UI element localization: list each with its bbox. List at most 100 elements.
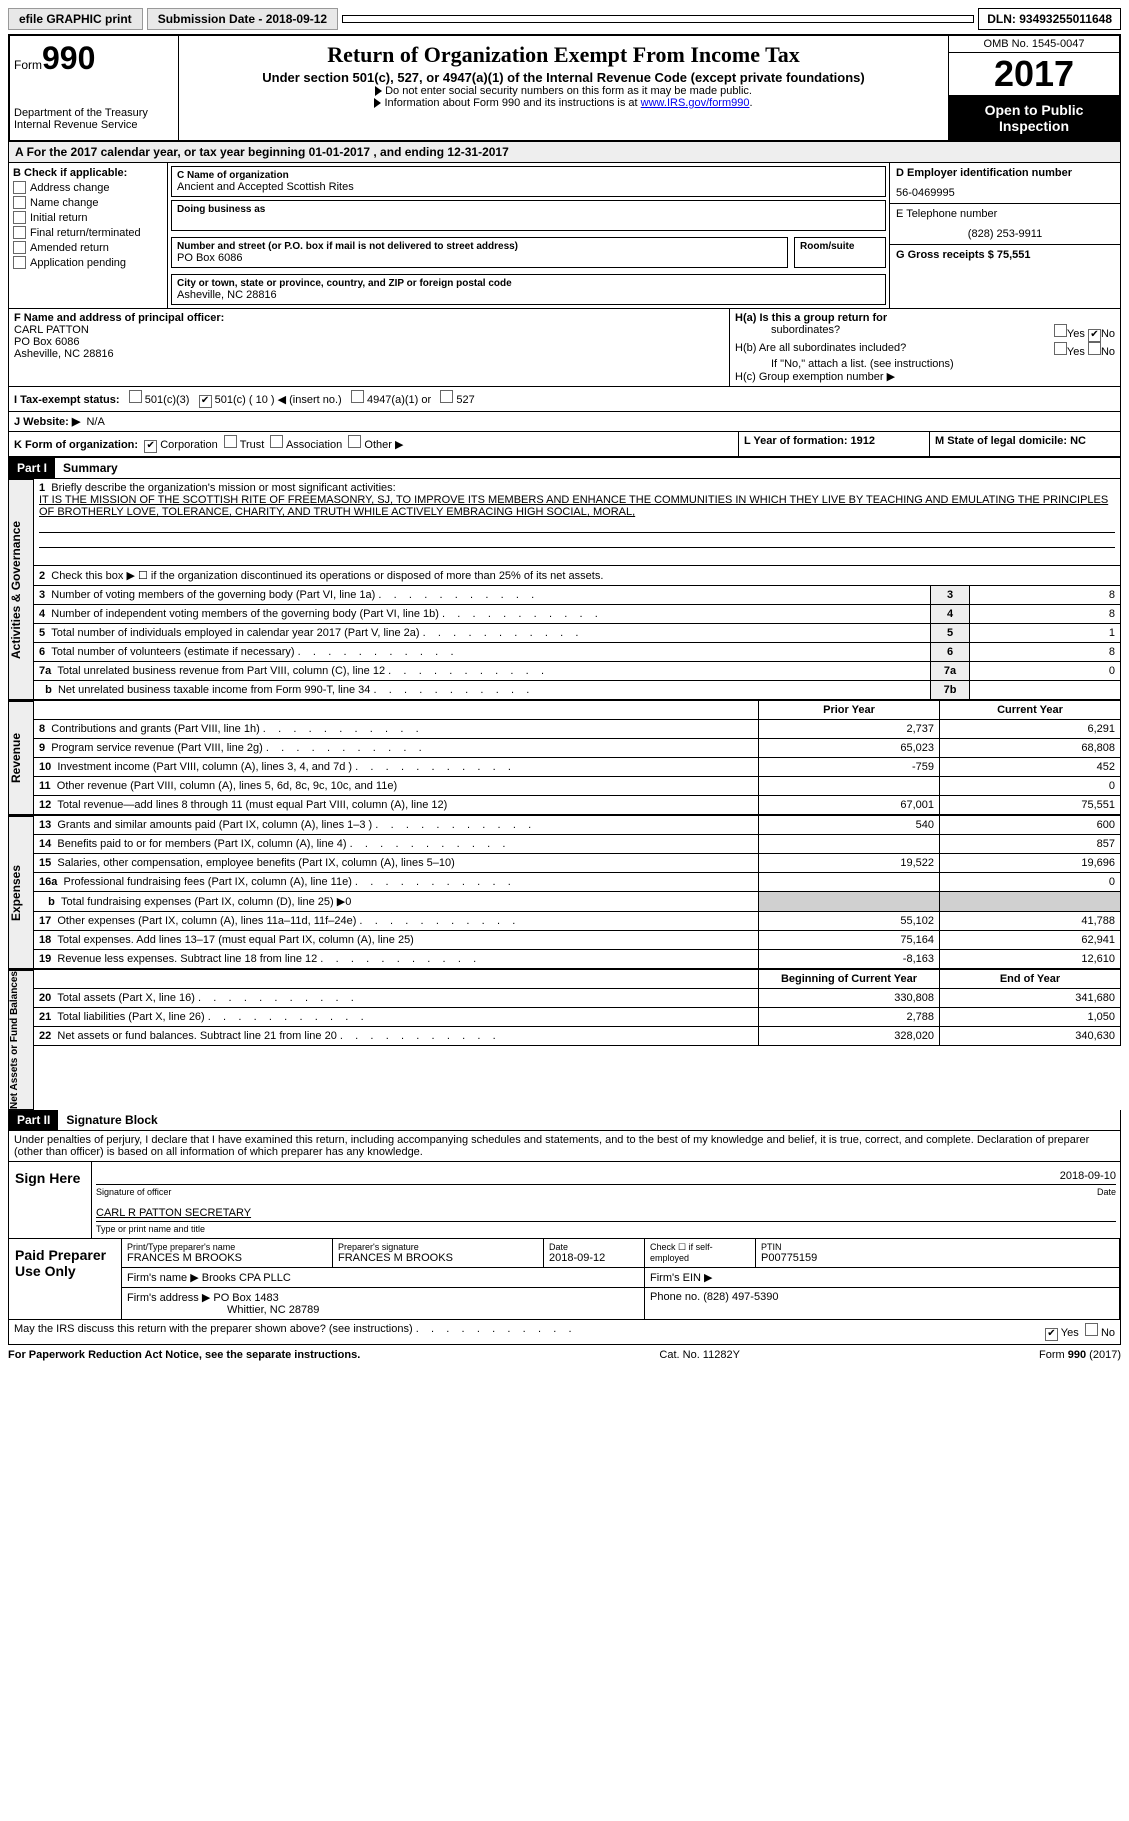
- irs-link[interactable]: www.IRS.gov/form990: [641, 97, 750, 109]
- street-label: Number and street (or P.O. box if mail i…: [177, 241, 782, 252]
- open-inspection: Open to Public Inspection: [949, 96, 1119, 140]
- part1-title: Summary: [55, 458, 126, 478]
- chk-other[interactable]: [348, 435, 361, 448]
- form-center: Return of Organization Exempt From Incom…: [179, 36, 948, 140]
- side-revenue: Revenue: [8, 701, 34, 815]
- chk-final[interactable]: [13, 226, 26, 239]
- sig-officer-label: Signature of officer: [96, 1187, 1097, 1197]
- dln-label: DLN: 93493255011648: [978, 8, 1121, 30]
- line2: Check this box ▶ ☐ if the organization d…: [51, 570, 603, 582]
- row-j-label: J Website: ▶: [14, 416, 80, 428]
- side-expenses: Expenses: [8, 816, 34, 969]
- phone-label: E Telephone number: [896, 208, 1114, 220]
- part2-tag: Part II: [9, 1110, 58, 1130]
- hb-yes[interactable]: [1054, 342, 1067, 355]
- chk-trust[interactable]: [224, 435, 237, 448]
- discuss-label: May the IRS discuss this return with the…: [14, 1323, 572, 1335]
- box-d: D Employer identification number 56-0469…: [890, 163, 1120, 308]
- form-left: Form990 Department of the Treasury Inter…: [10, 36, 179, 140]
- officer-addr1: PO Box 6086: [14, 336, 724, 348]
- ein: 56-0469995: [896, 187, 1114, 199]
- hc-label: H(c) Group exemption number ▶: [735, 370, 1115, 383]
- part2-title: Signature Block: [58, 1110, 165, 1130]
- type-name-label: Type or print name and title: [96, 1224, 1116, 1234]
- chk-amended[interactable]: [13, 241, 26, 254]
- side-netassets: Net Assets or Fund Balances: [8, 970, 34, 1110]
- hb-no[interactable]: [1088, 342, 1101, 355]
- chk-pending[interactable]: [13, 256, 26, 269]
- mission: IT IS THE MISSION OF THE SCOTTISH RITE O…: [39, 494, 1108, 518]
- form-subtitle: Under section 501(c), 527, or 4947(a)(1)…: [183, 70, 944, 85]
- city-label: City or town, state or province, country…: [177, 278, 880, 289]
- tax-year: 2017: [949, 53, 1119, 96]
- org-name: Ancient and Accepted Scottish Rites: [177, 181, 880, 193]
- form-header: Form990 Department of the Treasury Inter…: [8, 34, 1121, 142]
- sig-date-val: 2018-09-10: [1060, 1170, 1116, 1182]
- chk-527[interactable]: [440, 390, 453, 403]
- row-k-label: K Form of organization:: [14, 439, 138, 451]
- gross-label: G Gross receipts $ 75,551: [896, 249, 1114, 261]
- begin-year-header: Beginning of Current Year: [759, 970, 940, 989]
- street: PO Box 6086: [177, 252, 782, 264]
- dept1: Department of the Treasury: [14, 107, 174, 119]
- box-b: B Check if applicable: Address change Na…: [9, 163, 168, 308]
- chk-assoc[interactable]: [270, 435, 283, 448]
- m-label: M State of legal domicile: NC: [935, 435, 1086, 447]
- officer-addr2: Asheville, NC 28816: [14, 348, 724, 360]
- part1-tag: Part I: [9, 458, 55, 478]
- prior-year-header: Prior Year: [759, 701, 940, 720]
- chk-501c3[interactable]: [129, 390, 142, 403]
- discuss-yes[interactable]: [1045, 1328, 1058, 1341]
- box-b-title: B Check if applicable:: [13, 167, 163, 179]
- spacer: [342, 15, 974, 23]
- website: N/A: [86, 416, 104, 428]
- form-title: Return of Organization Exempt From Incom…: [183, 42, 944, 68]
- form-number: 990: [42, 40, 95, 76]
- l-label: L Year of formation: 1912: [744, 435, 875, 447]
- chk-corp[interactable]: [144, 440, 157, 453]
- side-activities: Activities & Governance: [8, 479, 34, 700]
- chk-address[interactable]: [13, 181, 26, 194]
- box-f-label: F Name and address of principal officer:: [14, 312, 724, 324]
- chk-name[interactable]: [13, 196, 26, 209]
- paid-preparer-label: Paid Preparer Use Only: [9, 1239, 122, 1319]
- end-year-header: End of Year: [940, 970, 1121, 989]
- officer-name-title: CARL R PATTON SECRETARY: [96, 1207, 251, 1219]
- ein-label: D Employer identification number: [896, 167, 1114, 179]
- perjury: Under penalties of perjury, I declare th…: [9, 1131, 1120, 1162]
- name-label: C Name of organization: [177, 170, 880, 181]
- ha-no[interactable]: [1088, 329, 1101, 342]
- officer-name: CARL PATTON: [14, 324, 724, 336]
- box-c: C Name of organization Ancient and Accep…: [168, 163, 890, 308]
- chk-501c[interactable]: [199, 395, 212, 408]
- ha-label: H(a) Is this a group return for: [735, 312, 887, 324]
- form-footer: Form 990 (2017): [1039, 1349, 1121, 1361]
- phone: (828) 253-9911: [896, 228, 1114, 240]
- form-right: OMB No. 1545-0047 2017 Open to Public In…: [948, 36, 1119, 140]
- sig-date-label: Date: [1097, 1187, 1116, 1197]
- ha-yes[interactable]: [1054, 324, 1067, 337]
- submission-date: Submission Date - 2018-09-12: [147, 8, 338, 30]
- section-a-text: For the 2017 calendar year, or tax year …: [27, 145, 509, 159]
- form-word: Form: [14, 58, 42, 72]
- ha2: subordinates?: [735, 324, 840, 342]
- note1: Do not enter social security numbers on …: [385, 85, 752, 97]
- discuss-no[interactable]: [1085, 1323, 1098, 1336]
- chk-4947[interactable]: [351, 390, 364, 403]
- chk-initial[interactable]: [13, 211, 26, 224]
- city: Asheville, NC 28816: [177, 289, 880, 301]
- section-a-label: A: [15, 145, 27, 159]
- room-label: Room/suite: [800, 241, 880, 252]
- sign-here-label: Sign Here: [9, 1162, 92, 1238]
- dept2: Internal Revenue Service: [14, 119, 174, 131]
- current-year-header: Current Year: [940, 701, 1121, 720]
- header-bar: efile GRAPHIC print Submission Date - 20…: [8, 8, 1121, 30]
- dba-label: Doing business as: [177, 204, 880, 215]
- efile-button[interactable]: efile GRAPHIC print: [8, 8, 143, 30]
- row-i-label: I Tax-exempt status:: [14, 394, 120, 406]
- hb-note: If "No," attach a list. (see instruction…: [735, 358, 1115, 370]
- omb: OMB No. 1545-0047: [949, 36, 1119, 53]
- line1-label: Briefly describe the organization's miss…: [51, 482, 395, 494]
- hb-label: H(b) Are all subordinates included?: [735, 342, 906, 358]
- cat-no: Cat. No. 11282Y: [659, 1349, 740, 1361]
